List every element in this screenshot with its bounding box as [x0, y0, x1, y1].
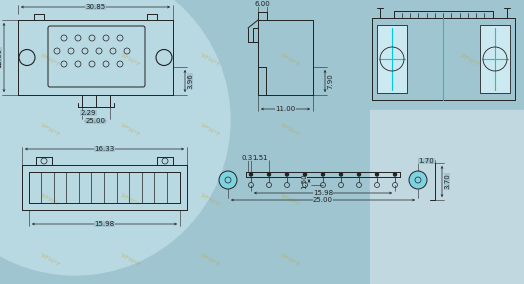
Text: W*W*F: W*W*F [199, 192, 221, 208]
Circle shape [340, 173, 343, 176]
Circle shape [357, 173, 361, 176]
Bar [370, 110, 524, 284]
Text: W*W*F: W*W*F [119, 252, 141, 268]
Bar [377, 25, 407, 93]
Circle shape [219, 171, 237, 189]
Text: W*W*F: W*W*F [39, 122, 61, 138]
Circle shape [394, 173, 397, 176]
Bar [480, 25, 510, 93]
Text: 2.29: 2.29 [81, 110, 96, 116]
Text: W*W*F: W*W*F [279, 52, 301, 68]
Text: 3.70: 3.70 [444, 174, 450, 189]
Circle shape [409, 171, 427, 189]
Circle shape [303, 173, 307, 176]
Text: 1.51: 1.51 [252, 155, 268, 161]
Text: W*W*F: W*W*F [39, 52, 61, 68]
Circle shape [286, 173, 289, 176]
Text: W*W*F: W*W*F [39, 252, 61, 268]
Text: W*W*F: W*W*F [199, 122, 221, 138]
Text: W*W*F: W*W*F [199, 252, 221, 268]
Circle shape [249, 173, 253, 176]
Text: 25.00: 25.00 [85, 118, 105, 124]
Text: W*W*F: W*W*F [279, 122, 301, 138]
Text: W*W*F: W*W*F [459, 52, 481, 68]
Text: 16.33: 16.33 [94, 146, 115, 152]
Text: W*W*F: W*W*F [39, 192, 61, 208]
Text: W*W*F: W*W*F [279, 252, 301, 268]
Text: 6.00: 6.00 [255, 1, 270, 7]
Text: 25.00: 25.00 [313, 197, 333, 203]
Text: W*W*F: W*W*F [199, 52, 221, 68]
Circle shape [376, 173, 378, 176]
Text: W*W*F: W*W*F [119, 52, 141, 68]
Text: 7.90: 7.90 [327, 73, 333, 89]
Text: 15.98: 15.98 [313, 190, 333, 196]
Text: W*W*F: W*W*F [379, 52, 401, 68]
Text: W*W*F: W*W*F [279, 192, 301, 208]
Text: 30.85: 30.85 [85, 4, 105, 10]
Text: W*W*F: W*W*F [119, 192, 141, 208]
Circle shape [322, 173, 324, 176]
Circle shape [0, 0, 230, 275]
Circle shape [267, 173, 270, 176]
Text: 3.96: 3.96 [187, 73, 193, 89]
Text: 12.60: 12.60 [0, 47, 2, 68]
Text: 0.35: 0.35 [242, 155, 257, 161]
Text: 1.70: 1.70 [419, 158, 434, 164]
Text: W*W*F: W*W*F [119, 122, 141, 138]
Text: 11.00: 11.00 [276, 106, 296, 112]
Text: 1.50: 1.50 [301, 173, 307, 189]
Text: 15.98: 15.98 [94, 221, 115, 227]
